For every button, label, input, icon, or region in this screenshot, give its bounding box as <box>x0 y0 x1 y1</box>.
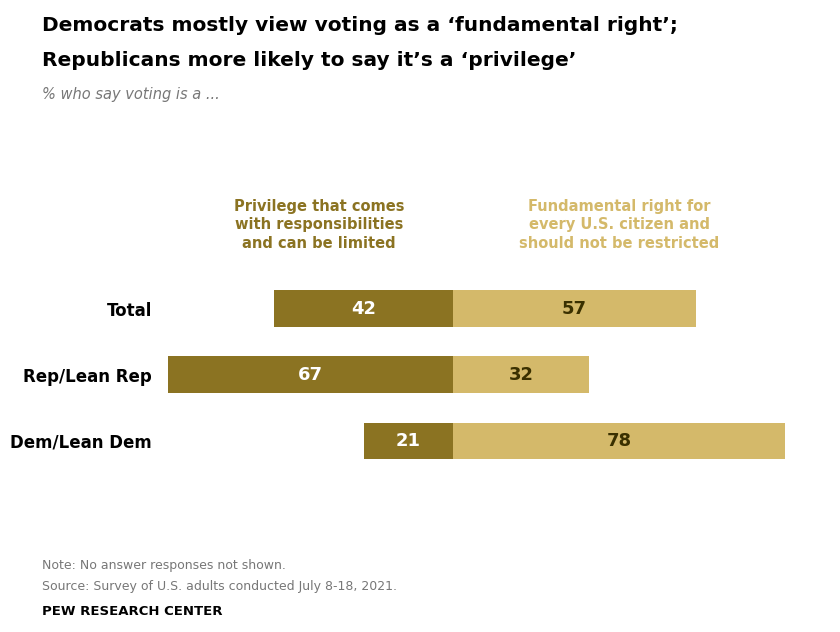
Bar <box>364 423 453 459</box>
Bar <box>453 423 785 459</box>
Bar <box>275 290 453 327</box>
Text: % who say voting is a ...: % who say voting is a ... <box>42 87 220 102</box>
Text: Source: Survey of U.S. adults conducted July 8-18, 2021.: Source: Survey of U.S. adults conducted … <box>42 580 397 593</box>
Text: Republicans more likely to say it’s a ‘privilege’: Republicans more likely to say it’s a ‘p… <box>42 51 576 70</box>
Text: every U.S. citizen and: every U.S. citizen and <box>528 217 710 232</box>
Text: with responsibilities: with responsibilities <box>235 217 403 232</box>
Text: 21: 21 <box>396 432 421 450</box>
Text: 78: 78 <box>606 432 632 450</box>
Text: PEW RESEARCH CENTER: PEW RESEARCH CENTER <box>42 605 223 619</box>
Text: and can be limited: and can be limited <box>242 236 396 251</box>
Text: Democrats mostly view voting as a ‘fundamental right’;: Democrats mostly view voting as a ‘funda… <box>42 16 678 35</box>
Text: 57: 57 <box>562 300 587 317</box>
Text: should not be restricted: should not be restricted <box>519 236 719 251</box>
Text: Privilege that comes: Privilege that comes <box>234 198 404 214</box>
Text: 42: 42 <box>351 300 376 317</box>
Bar <box>453 290 696 327</box>
Text: Fundamental right for: Fundamental right for <box>528 198 711 214</box>
Text: 32: 32 <box>509 365 533 384</box>
Text: 67: 67 <box>298 365 323 384</box>
Bar <box>168 356 453 392</box>
Bar <box>453 356 590 392</box>
Text: Note: No answer responses not shown.: Note: No answer responses not shown. <box>42 559 286 573</box>
